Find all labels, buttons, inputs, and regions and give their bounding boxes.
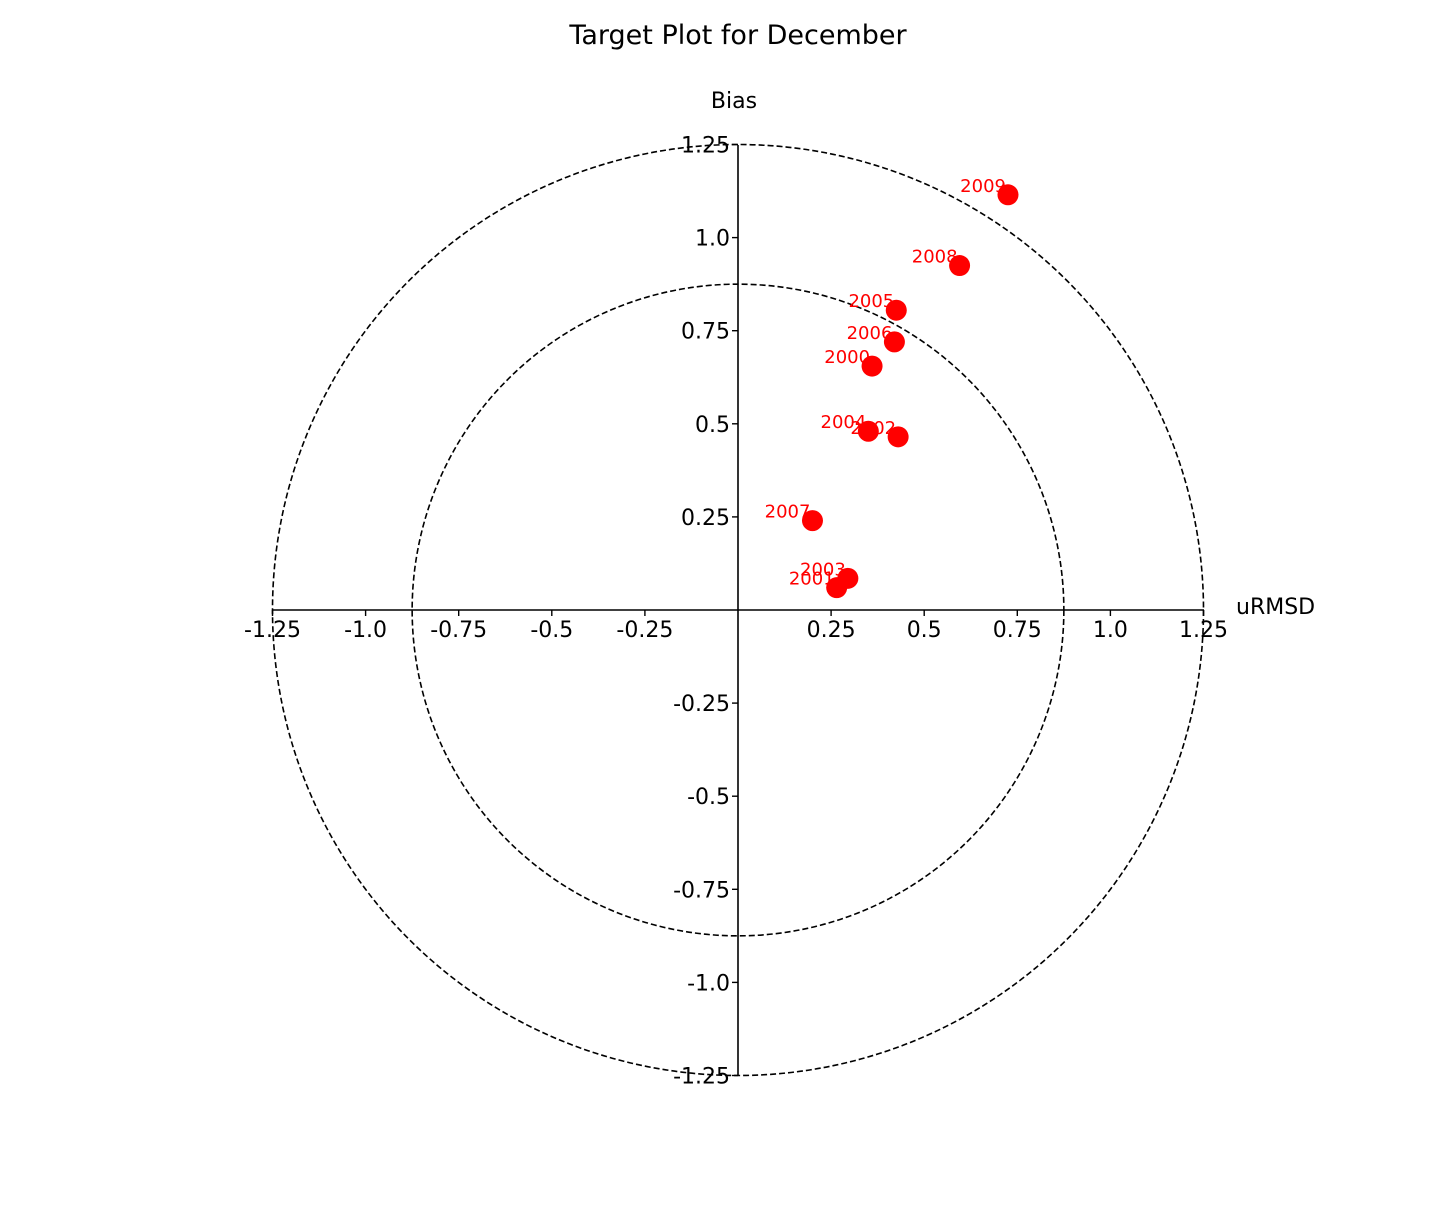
y-ticks: 1.25 1.0 0.75 0.5 0.25 -0.25 -0.5 -0.75 -1.0 -1.2… [673,134,738,1090]
data-label-2004: 2004 [821,412,867,433]
data-point-2009 [997,184,1019,206]
y-tick-label: 1.0 [695,227,730,252]
data-label-2001: 2001 [789,569,835,590]
data-label-2000: 2000 [824,347,870,368]
x-tick-label: 1.25 [1179,618,1228,643]
data-label-2002: 2002 [850,418,896,439]
x-tick-label: 0.5 [907,618,942,643]
data-point-2003 [837,567,859,589]
y-tick-label: -1.25 [673,1065,730,1090]
x-tick-label: -0.5 [530,618,573,643]
x-tick-label: -1.0 [344,618,387,643]
x-ticks: -1.25 -1.0 -0.75 -0.5 -0.25 0.25 0.5 0.75 1.0 1.2… [244,610,1228,643]
y-tick-label: 0.75 [681,320,730,345]
y-tick-label: 1.25 [681,134,730,159]
data-point-2000 [861,355,883,377]
data-point-2006 [883,331,905,353]
data-point-2005 [885,299,907,321]
x-tick-label: -1.25 [244,618,301,643]
y-tick-label: -1.0 [687,971,730,996]
data-point-2002 [887,426,909,448]
data-point-2008 [949,255,971,277]
x-tick-label: -0.75 [430,618,487,643]
data-label-2006: 2006 [847,323,893,344]
y-axis-label: Bias [711,89,757,114]
y-tick-label: -0.5 [687,785,730,810]
chart-title: Target Plot for December [568,20,907,51]
y-tick-label: -0.75 [673,878,730,903]
x-tick-label: 0.75 [993,618,1042,643]
data-label-2005: 2005 [848,291,894,312]
data-point-2004 [857,420,879,442]
data-label-2009: 2009 [960,176,1006,197]
x-tick-label: -0.25 [616,618,673,643]
x-tick-label: 1.0 [1093,618,1128,643]
data-point-2007 [801,510,823,532]
y-tick-label: 0.5 [695,413,730,438]
y-tick-label: -0.25 [673,692,730,717]
x-tick-label: 0.25 [807,618,856,643]
data-label-2007: 2007 [765,502,811,523]
data-label-2003: 2003 [800,559,846,580]
data-point-labels: 2000 2001 2002 2003 2004 2005 2006 2007 2008 2009 [765,176,1006,590]
data-label-2008: 2008 [912,247,958,268]
data-points [801,184,1019,599]
y-tick-label: 0.25 [681,506,730,531]
x-axis-label: uRMSD [1236,595,1315,620]
